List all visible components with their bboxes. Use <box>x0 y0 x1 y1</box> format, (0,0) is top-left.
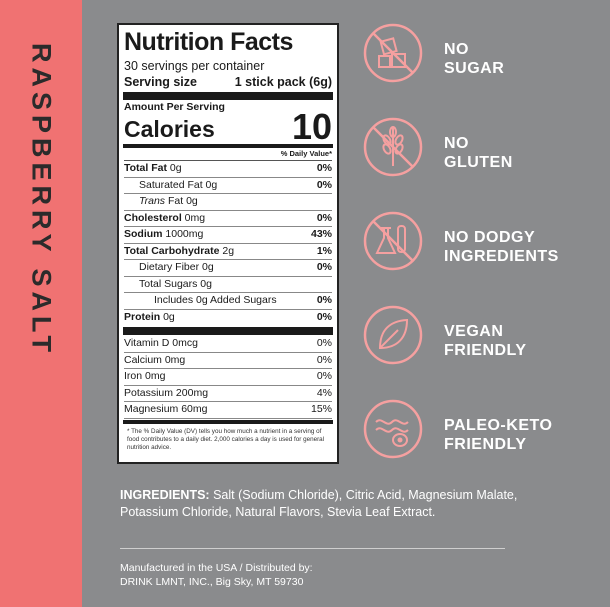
claim-no-gluten: NO GLUTEN <box>362 116 602 196</box>
claim-text: PALEO-KETO FRIENDLY <box>444 416 552 454</box>
nutrition-facts-title: Nutrition Facts <box>124 28 293 56</box>
vitamin-dv: 0% <box>316 337 332 349</box>
claim-line: FRIENDLY <box>444 436 527 453</box>
nutrient-row-trans-fat: Trans Fat 0g <box>124 194 332 211</box>
thick-divider <box>123 92 333 100</box>
nutrient-name: Total Sugars 0g <box>139 277 212 290</box>
nutrient-name: Fat 0g <box>165 195 198 207</box>
nutrient-amount: 0mg <box>181 211 206 224</box>
nutrient-row-added-sugars: Includes 0g Added Sugars 0% <box>124 293 332 310</box>
nutrient-name-italic: Trans <box>139 195 166 207</box>
claim-no-dodgy-ingredients: NO DODGY INGREDIENTS <box>362 210 602 290</box>
divider <box>120 548 505 549</box>
nutrient-row-sodium: Sodium 1000mg 43% <box>124 227 332 244</box>
nutrient-row-dietary-fiber: Dietary Fiber 0g 0% <box>124 260 332 277</box>
vitamin-name: Magnesium 60mg <box>124 403 208 415</box>
medium-divider <box>123 144 333 148</box>
nutrient-row-total-fat: Total Fat 0g 0% <box>124 161 332 178</box>
no-sugar-icon <box>363 23 423 83</box>
serving-size-value: 1 stick pack (6g) <box>234 75 332 89</box>
distributor-line: DRINK LMNT, INC., Big Sky, MT 59730 <box>120 575 304 588</box>
vitamin-name: Calcium 0mg <box>124 353 186 366</box>
vitamin-row: Iron 0mg 0% <box>124 369 332 386</box>
side-band: RASPBERRY SALT <box>0 0 82 607</box>
vitamin-row: Vitamin D 0mcg 0% <box>124 336 332 353</box>
vitamin-name: Potassium 200mg <box>124 386 209 399</box>
nutrient-dv: 43% <box>310 228 332 240</box>
claim-text: NO SUGAR <box>444 40 504 78</box>
no-dodgy-ingredients-icon <box>363 211 423 271</box>
claim-no-sugar: NO SUGAR <box>362 22 602 102</box>
claim-line: NO DODGY <box>444 229 536 246</box>
ingredients-text: Salt (Sodium Chloride), Citric Acid, Mag… <box>120 488 518 519</box>
nutrient-name: Protein <box>124 310 161 323</box>
vitamin-dv: 0% <box>316 353 332 366</box>
vitamin-name: Iron 0mg <box>124 370 166 382</box>
daily-value-footnote: * The % Daily Value (DV) tells you how m… <box>127 427 325 451</box>
vitamin-dv: 4% <box>316 386 332 399</box>
nutrient-name: Total Carbohydrate <box>124 244 220 257</box>
thick-divider <box>123 327 333 335</box>
nutrient-amount: 0g <box>166 162 182 174</box>
medium-divider <box>123 419 333 424</box>
nutrient-amount: 1000mg <box>162 228 204 240</box>
claim-text: VEGAN FRIENDLY <box>444 322 527 360</box>
vitamin-name: Vitamin D 0mcg <box>124 337 198 349</box>
nutrient-amount: 0g <box>160 310 175 323</box>
vitamin-dv: 15% <box>310 403 332 415</box>
nutrient-name: Dietary Fiber 0g <box>139 261 214 273</box>
vitamin-row: Calcium 0mg 0% <box>124 353 332 369</box>
nutrient-dv: 0% <box>316 178 332 191</box>
manufacturer-line: Manufactured in the USA / Distributed by… <box>120 562 313 574</box>
claim-line: VEGAN <box>444 323 504 340</box>
claim-line: INGREDIENTS <box>444 248 559 265</box>
daily-value-header: % Daily Value* <box>124 148 332 161</box>
nutrient-row-saturated-fat: Saturated Fat 0g 0% <box>124 178 332 194</box>
vitamin-row: Magnesium 60mg 15% <box>124 402 332 419</box>
claim-line: NO <box>444 135 469 152</box>
ingredients: INGREDIENTS: Salt (Sodium Chloride), Cit… <box>120 487 520 520</box>
nutrient-dv: 1% <box>316 244 332 257</box>
serving-size-label: Serving size <box>124 75 197 89</box>
nutrient-dv: 0% <box>316 261 332 273</box>
claim-line: FRIENDLY <box>444 342 527 359</box>
claim-line: PALEO-KETO <box>444 417 553 434</box>
calories-value: 10 <box>291 106 332 147</box>
nutrient-name: Total Fat <box>124 162 167 174</box>
claim-text: NO DODGY INGREDIENTS <box>444 228 559 266</box>
nutrient-name: Sodium <box>124 228 163 240</box>
claim-line: SUGAR <box>444 60 505 77</box>
claim-vegan-friendly: VEGAN FRIENDLY <box>362 304 602 384</box>
no-gluten-icon <box>363 117 423 177</box>
nutrition-facts-panel: Nutrition Facts 30 servings per containe… <box>117 23 339 464</box>
calories-label: Calories <box>124 116 215 142</box>
nutrient-row-protein: Protein 0g 0% <box>124 310 332 326</box>
nutrient-dv: 0% <box>316 294 332 306</box>
nutrient-dv: 0% <box>316 162 332 174</box>
flavor-title: RASPBERRY SALT <box>26 42 57 358</box>
nutrient-row-total-sugars: Total Sugars 0g <box>124 277 332 293</box>
nutrient-name: Cholesterol <box>124 211 182 224</box>
claim-text: NO GLUTEN <box>444 134 513 172</box>
vegan-leaf-icon <box>363 305 423 365</box>
claim-line: NO <box>444 41 469 58</box>
paleo-keto-icon <box>363 399 423 459</box>
manufacturer-info: Manufactured in the USA / Distributed by… <box>120 562 313 589</box>
nutrient-row-total-carbohydrate: Total Carbohydrate 2g 1% <box>124 244 332 260</box>
vitamin-row: Potassium 200mg 4% <box>124 386 332 402</box>
serving-size: Serving size 1 stick pack (6g) <box>124 74 332 90</box>
amount-per-serving: Amount Per Serving <box>124 101 225 113</box>
claim-paleo-keto-friendly: PALEO-KETO FRIENDLY <box>362 398 602 478</box>
nutrient-row-cholesterol: Cholesterol 0mg 0% <box>124 211 332 227</box>
claim-line: GLUTEN <box>444 154 513 171</box>
nutrient-dv: 0% <box>316 211 332 224</box>
vitamin-dv: 0% <box>316 370 332 382</box>
nutrient-dv: 0% <box>316 310 332 323</box>
servings-per-container: 30 servings per container <box>124 59 265 73</box>
nutrient-name: Saturated Fat 0g <box>139 178 218 191</box>
calories-row: Calories 10 <box>124 106 332 147</box>
nutrient-name: Includes 0g Added Sugars <box>154 294 277 306</box>
ingredients-label: INGREDIENTS: <box>120 488 210 502</box>
nutrient-amount: 2g <box>219 244 235 257</box>
